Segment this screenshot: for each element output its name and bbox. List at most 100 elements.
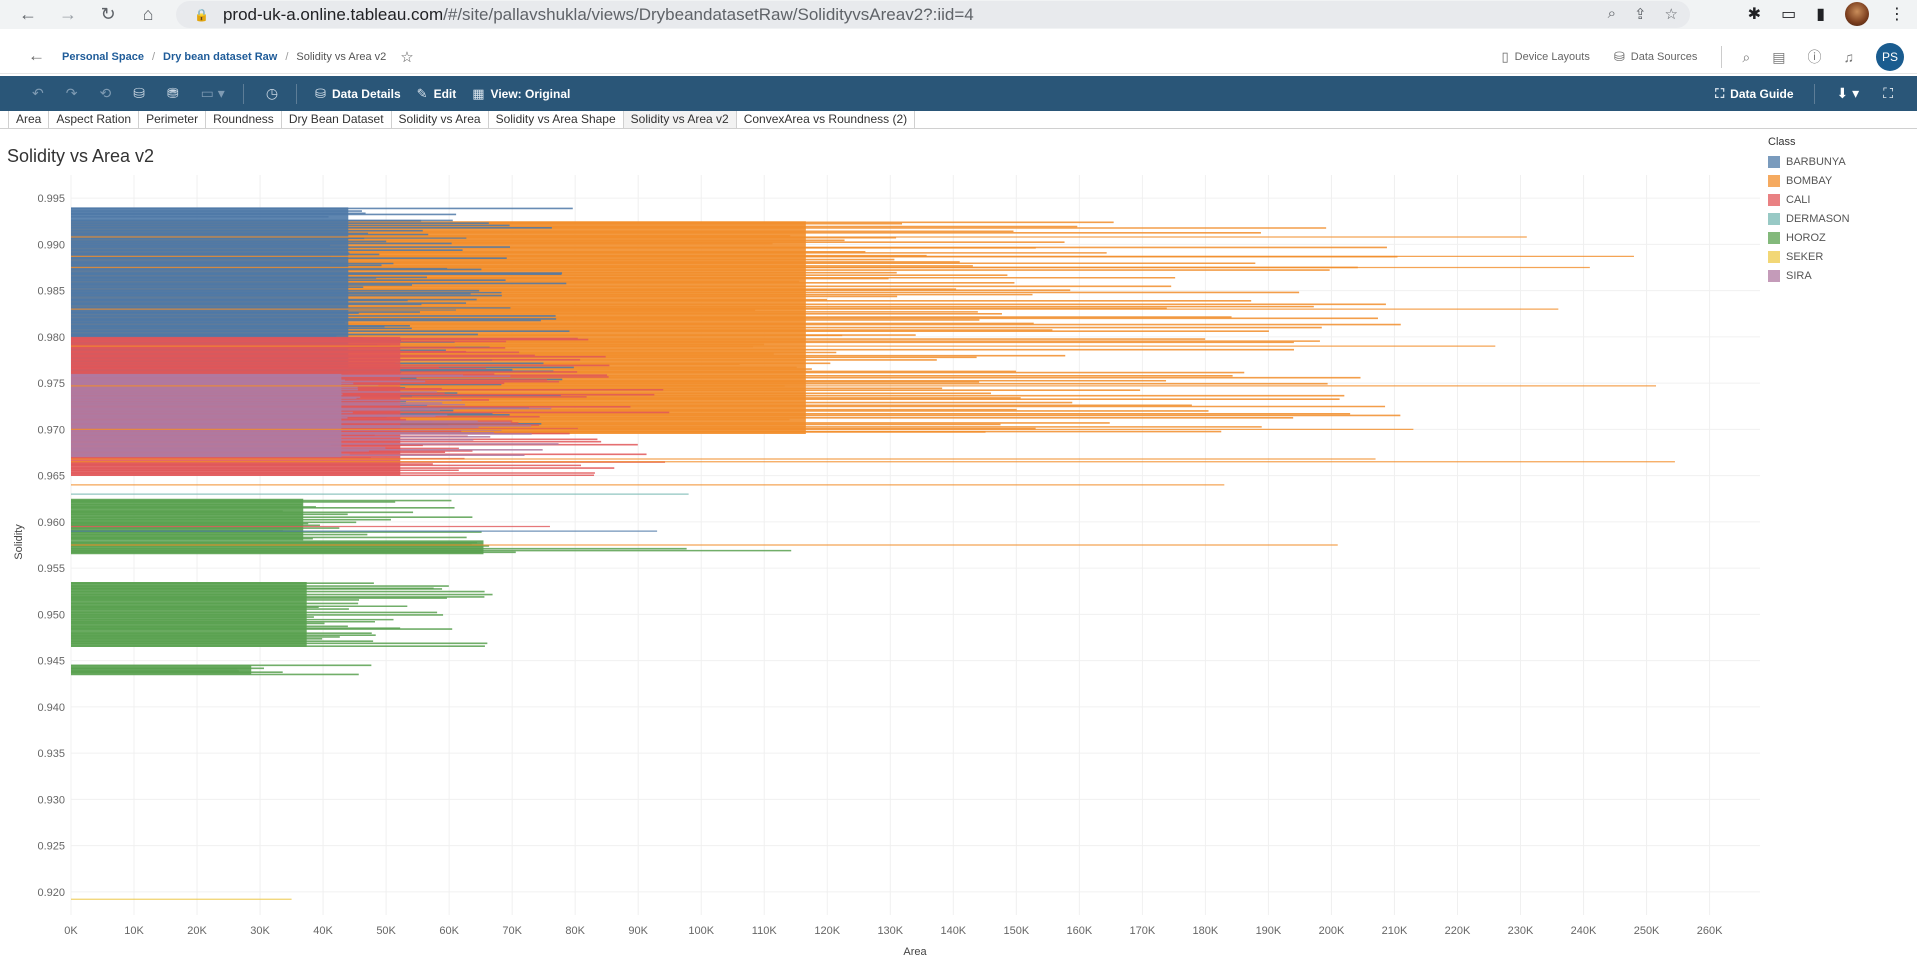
zoom-icon[interactable]: ⌕ [1607,5,1616,22]
legend-label: BOMBAY [1786,174,1833,187]
view-original-label: View: Original [490,86,571,101]
y-tick-label: 0.950 [37,609,65,621]
y-axis-title: Solidity [13,524,25,560]
data-details-button[interactable]: ⛁ Data Details [315,86,401,102]
fullscreen-icon[interactable]: ⛶ [1883,85,1893,101]
y-tick-label: 0.955 [37,563,65,575]
sheet-tab[interactable]: Solidity vs Area v2 [622,111,737,128]
sheet-tab[interactable]: Solidity vs Area Shape [487,111,624,128]
sheet-tab[interactable]: Roundness [205,111,282,128]
legend-swatch [1768,250,1780,263]
favorite-star-icon[interactable]: ☆ [400,49,414,66]
edit-icon: ✎ [416,85,428,101]
x-tick-label: 250K [1634,925,1660,937]
extensions-icon[interactable]: ✱ [1747,6,1762,23]
legend-swatch [1768,193,1780,206]
revert-icon[interactable]: ⟲ [99,85,112,101]
x-tick-label: 140K [940,925,966,937]
y-tick-label: 0.945 [37,656,65,668]
data-guide-button[interactable]: ⛶ Data Guide [1715,86,1793,102]
reload-icon[interactable]: ↻ [100,4,116,24]
data-sources-button[interactable]: ⛁ Data Sources [1614,49,1698,65]
legend-item[interactable]: DERMASON [1768,209,1908,228]
x-tick-label: 130K [877,925,903,937]
forward-icon[interactable]: → [59,4,77,24]
edit-button[interactable]: ✎ Edit [417,86,457,102]
sheet-tab[interactable]: Aspect Ration [48,111,140,128]
x-tick-label: 110K [752,925,778,937]
home-icon[interactable]: ⌂ [142,4,154,24]
x-tick-label: 200K [1319,925,1345,937]
legend-label: BARBUNYA [1786,155,1846,168]
x-tick-label: 180K [1193,925,1219,937]
share-icon[interactable]: ⇪ [1633,6,1647,23]
divider [242,83,244,104]
back-arrow-icon[interactable]: ← [28,46,45,65]
undo-icon[interactable]: ↶ [32,85,44,101]
legend-item[interactable]: SEKER [1768,247,1908,266]
sheet-tab[interactable]: Dry Bean Dataset [280,111,392,128]
divider [1721,46,1723,68]
legend-item[interactable]: BARBUNYA [1768,152,1908,171]
url-domain: prod-uk-a.online.tableau.com [222,4,444,24]
sheet-tab[interactable]: Perimeter [138,111,207,128]
x-tick-label: 220K [1445,925,1471,937]
profile-avatar[interactable] [1845,2,1869,26]
viz-title: Solidity vs Area v2 [7,146,155,166]
database-icon: ⛁ [1613,49,1625,64]
legend-item[interactable]: CALI [1768,190,1908,209]
sidebar-icon[interactable]: ▮ [1816,6,1825,23]
sheet-tab[interactable]: ConvexArea vs Roundness (2) [735,111,916,128]
help-icon[interactable]: ⓘ [1807,49,1822,65]
device-layouts-button[interactable]: ▯ Device Layouts [1501,49,1589,65]
device-icon: ▯ [1501,49,1509,64]
legend-item[interactable]: BOMBAY [1768,171,1908,190]
legend-swatch [1768,269,1780,282]
data-band [71,665,252,675]
address-bar[interactable]: 🔒 prod-uk-a.online.tableau.com/#/site/pa… [176,1,1690,28]
redo-icon[interactable]: ↷ [65,85,78,101]
data-guide-label: Data Guide [1730,86,1794,101]
fit-dropdown-icon[interactable]: ▭ ▾ [200,85,225,101]
x-tick-label: 10K [124,925,144,937]
y-tick-label: 0.960 [37,517,65,529]
y-tick-label: 0.990 [37,239,65,251]
device-layouts-label: Device Layouts [1514,51,1590,63]
x-tick-label: 0K [64,925,78,937]
download-icon[interactable]: ⬇ ▾ [1836,85,1860,101]
view-icon: ▦ [472,85,485,101]
legend-item[interactable]: HOROZ [1768,228,1908,247]
x-tick-label: 40K [313,925,333,937]
legend-label: SEKER [1786,250,1824,263]
pause-updates-icon[interactable]: ⛃ [166,85,179,101]
breadcrumb-personal-space[interactable]: Personal Space [62,51,144,63]
whats-new-icon[interactable]: ▤ [1772,48,1786,65]
edit-label: Edit [433,86,457,101]
sheet-tab[interactable]: Solidity vs Area [390,111,489,128]
x-tick-label: 150K [1003,925,1029,937]
user-avatar[interactable]: PS [1876,43,1904,71]
browser-menu-icon[interactable]: ⋮ [1889,6,1905,23]
view-original-button[interactable]: ▦ View: Original [472,86,570,102]
search-icon[interactable]: ⌕ [1742,48,1751,65]
bookmark-star-icon[interactable]: ☆ [1664,6,1678,23]
performance-icon[interactable]: ◷ [265,85,279,101]
class-legend: Class BARBUNYA BOMBAY CALI DERMASON HOROZ SEK… [1768,136,1908,285]
notifications-bell-icon[interactable]: ♫ [1843,49,1855,65]
x-tick-label: 60K [439,925,459,937]
x-tick-label: 260K [1697,925,1723,937]
x-tick-label: 90K [628,925,648,937]
solidity-area-chart[interactable]: 0K 10K 20K 30K 40K 50K 60K 70K 80K 90K 100K 110K 120… [0,170,1760,957]
breadcrumb-workbook[interactable]: Dry bean dataset Raw [163,51,278,63]
refresh-data-icon[interactable]: ⛁ [133,85,145,101]
breadcrumb: Personal Space / Dry bean dataset Raw / … [62,48,414,66]
x-tick-label: 210K [1382,925,1408,937]
sheet-tab[interactable]: Area [8,111,50,128]
back-icon[interactable]: ← [19,4,37,24]
viz-toolbar: ↶ ↷ ⟲ ⛁ ⛃ ▭ ▾ ◷ ⛁ Data Details ✎ Edit ▦ … [0,76,1917,111]
y-tick-label: 0.970 [37,424,65,436]
lock-icon[interactable]: 🔒 [194,7,209,22]
cast-icon[interactable]: ▭ [1781,6,1797,23]
x-tick-label: 230K [1508,925,1534,937]
legend-item[interactable]: SIRA [1768,266,1908,285]
